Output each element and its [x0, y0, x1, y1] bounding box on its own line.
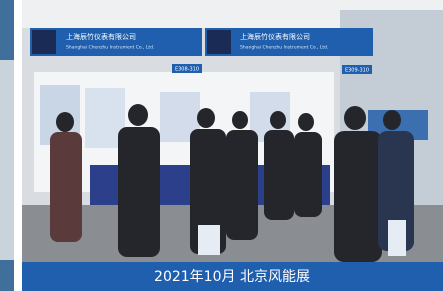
banner-english: Shanghai Chenzhu Instrument Co., Ltd. [240, 45, 328, 51]
banner-company: 上海辰竹仪表有限公司 [66, 32, 136, 41]
left-photo-detail [0, 60, 14, 260]
booth-number: E308-310 [175, 67, 199, 73]
photo-card: 上海辰竹仪表有限公司 Shanghai Chenzhu Instrument C… [0, 0, 443, 291]
banner-english: Shanghai Chenzhu Instrument Co., Ltd. [66, 45, 154, 51]
banner-company: 上海辰竹仪表有限公司 [240, 32, 310, 41]
caption: 2021年10月 北京风能展 [154, 269, 310, 285]
booth-number: E309-310 [345, 68, 369, 74]
